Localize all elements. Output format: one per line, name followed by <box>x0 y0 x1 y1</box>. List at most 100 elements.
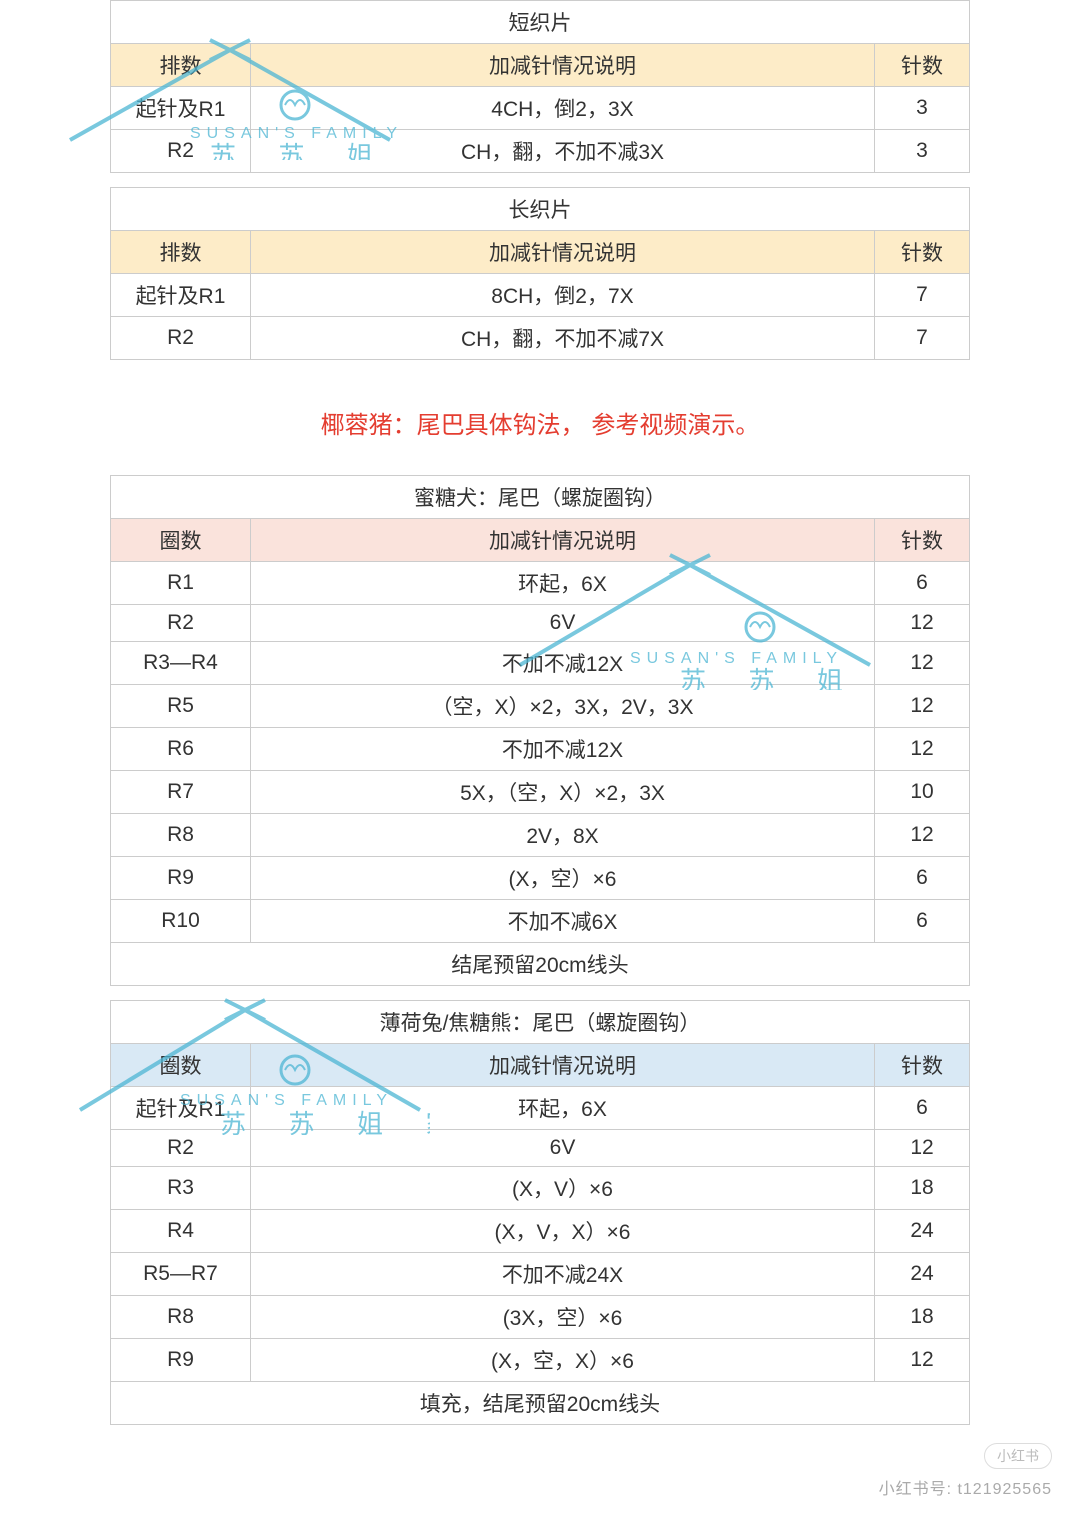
row-count: 7 <box>875 274 970 317</box>
row-count: 7 <box>875 317 970 360</box>
row-count: 12 <box>875 814 970 857</box>
col-rows: 排数 <box>111 231 251 274</box>
row-desc: 8CH，倒2，7X <box>251 274 875 317</box>
row-label: R8 <box>111 814 251 857</box>
account-id: 小红书号: t121925565 <box>879 1475 1052 1499</box>
row-label: R9 <box>111 857 251 900</box>
row-desc: CH，翻，不加不减7X <box>251 317 875 360</box>
row-label: R10 <box>111 900 251 943</box>
table-dog-tail: 蜜糖犬：尾巴（螺旋圈钩） 圈数 加减针情况说明 针数 R1环起，6X6R26V1… <box>110 475 970 986</box>
table-row: R26V12 <box>111 1130 970 1167</box>
col-desc: 加减针情况说明 <box>251 1044 875 1087</box>
row-desc: (3X，空）×6 <box>251 1296 875 1339</box>
row-desc: CH，翻，不加不减3X <box>251 130 875 173</box>
table-short-piece: 短织片 排数 加减针情况说明 针数 起针及R14CH，倒2，3X3R2CH，翻，… <box>110 0 970 173</box>
row-desc: 5X，（空，X）×2，3X <box>251 771 875 814</box>
col-rows: 排数 <box>111 44 251 87</box>
row-desc: (X，空，X）×6 <box>251 1339 875 1382</box>
table2-body: 起针及R18CH，倒2，7X7R2CH，翻，不加不减7X7 <box>111 274 970 360</box>
row-count: 24 <box>875 1210 970 1253</box>
table-row: R4(X，V，X）×624 <box>111 1210 970 1253</box>
table-row: R6不加不减12X12 <box>111 728 970 771</box>
table3-footer: 结尾预留20cm线头 <box>111 943 970 986</box>
row-label: R2 <box>111 1130 251 1167</box>
table-long-piece: 长织片 排数 加减针情况说明 针数 起针及R18CH，倒2，7X7R2CH，翻，… <box>110 187 970 360</box>
col-count: 针数 <box>875 231 970 274</box>
row-count: 6 <box>875 857 970 900</box>
row-desc: 环起，6X <box>251 1087 875 1130</box>
col-count: 针数 <box>875 519 970 562</box>
row-count: 10 <box>875 771 970 814</box>
app-tag: 小红书 <box>984 1443 1052 1469</box>
row-count: 12 <box>875 728 970 771</box>
row-label: R2 <box>111 605 251 642</box>
table-row: R5（空，X）×2，3X，2V，3X12 <box>111 685 970 728</box>
row-count: 12 <box>875 605 970 642</box>
row-label: R4 <box>111 1210 251 1253</box>
table-row: R75X，（空，X）×2，3X10 <box>111 771 970 814</box>
row-label: R7 <box>111 771 251 814</box>
col-count: 针数 <box>875 1044 970 1087</box>
col-rounds: 圈数 <box>111 519 251 562</box>
row-desc: 不加不减12X <box>251 642 875 685</box>
table-row: R26V12 <box>111 605 970 642</box>
table-row: 起针及R14CH，倒2，3X3 <box>111 87 970 130</box>
row-count: 6 <box>875 1087 970 1130</box>
col-desc: 加减针情况说明 <box>251 231 875 274</box>
row-count: 3 <box>875 87 970 130</box>
row-desc: (X，V）×6 <box>251 1167 875 1210</box>
table-row: R2CH，翻，不加不减7X7 <box>111 317 970 360</box>
table-row: R3(X，V）×618 <box>111 1167 970 1210</box>
row-desc: 不加不减12X <box>251 728 875 771</box>
table-rabbit-bear-tail: 薄荷兔/焦糖熊：尾巴（螺旋圈钩） 圈数 加减针情况说明 针数 起针及R1环起，6… <box>110 1000 970 1425</box>
row-label: R3—R4 <box>111 642 251 685</box>
row-desc: 不加不减6X <box>251 900 875 943</box>
row-desc: (X，空）×6 <box>251 857 875 900</box>
table3-title: 蜜糖犬：尾巴（螺旋圈钩） <box>111 476 970 519</box>
table-row: 起针及R1环起，6X6 <box>111 1087 970 1130</box>
table-row: R9(X，空，X）×612 <box>111 1339 970 1382</box>
table-row: R10不加不减6X6 <box>111 900 970 943</box>
table-row: R5—R7不加不减24X24 <box>111 1253 970 1296</box>
table-row: R3—R4不加不减12X12 <box>111 642 970 685</box>
row-count: 12 <box>875 1130 970 1167</box>
row-label: R3 <box>111 1167 251 1210</box>
row-label: R5 <box>111 685 251 728</box>
row-count: 6 <box>875 562 970 605</box>
table3-body: R1环起，6X6R26V12R3—R4不加不减12X12R5（空，X）×2，3X… <box>111 562 970 943</box>
section-note: 椰蓉猪：尾巴具体钩法， 参考视频演示。 <box>110 405 970 440</box>
row-desc: 环起，6X <box>251 562 875 605</box>
row-count: 12 <box>875 685 970 728</box>
row-count: 12 <box>875 1339 970 1382</box>
col-desc: 加减针情况说明 <box>251 519 875 562</box>
col-count: 针数 <box>875 44 970 87</box>
row-label: 起针及R1 <box>111 274 251 317</box>
row-count: 24 <box>875 1253 970 1296</box>
table-row: R9(X，空）×66 <box>111 857 970 900</box>
row-desc: 不加不减24X <box>251 1253 875 1296</box>
row-label: R1 <box>111 562 251 605</box>
row-desc: 6V <box>251 605 875 642</box>
row-label: R6 <box>111 728 251 771</box>
row-label: 起针及R1 <box>111 1087 251 1130</box>
table1-title: 短织片 <box>111 1 970 44</box>
table-row: 起针及R18CH，倒2，7X7 <box>111 274 970 317</box>
table1-body: 起针及R14CH，倒2，3X3R2CH，翻，不加不减3X3 <box>111 87 970 173</box>
row-count: 6 <box>875 900 970 943</box>
table-row: R1环起，6X6 <box>111 562 970 605</box>
row-desc: 2V，8X <box>251 814 875 857</box>
table-row: R82V，8X12 <box>111 814 970 857</box>
row-desc: (X，V，X）×6 <box>251 1210 875 1253</box>
col-desc: 加减针情况说明 <box>251 44 875 87</box>
row-count: 12 <box>875 642 970 685</box>
table4-title: 薄荷兔/焦糖熊：尾巴（螺旋圈钩） <box>111 1001 970 1044</box>
row-label: R2 <box>111 317 251 360</box>
table4-footer: 填充，结尾预留20cm线头 <box>111 1382 970 1425</box>
table-row: R8(3X，空）×618 <box>111 1296 970 1339</box>
table4-body: 起针及R1环起，6X6R26V12R3(X，V）×618R4(X，V，X）×62… <box>111 1087 970 1382</box>
row-desc: 6V <box>251 1130 875 1167</box>
row-count: 3 <box>875 130 970 173</box>
row-label: 起针及R1 <box>111 87 251 130</box>
row-label: R9 <box>111 1339 251 1382</box>
col-rounds: 圈数 <box>111 1044 251 1087</box>
